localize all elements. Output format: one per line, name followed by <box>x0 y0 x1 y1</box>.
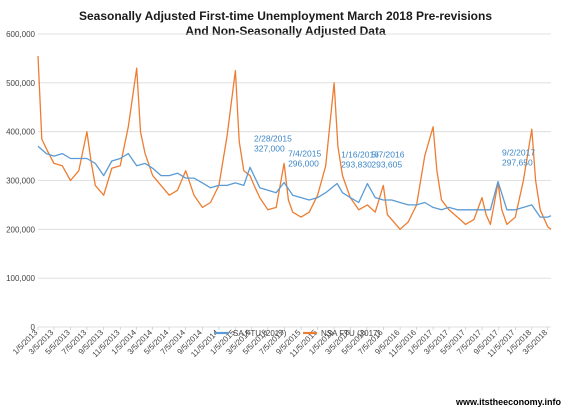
annotation-label: 1/16/2016 <box>341 150 379 160</box>
legend-label: SA FTU (2017) <box>233 329 287 338</box>
annotation-label: 9/2/2017 <box>502 148 535 158</box>
site-credit: www.itstheeconomy.info <box>455 397 562 407</box>
y-tick-label: 300,000 <box>6 177 35 186</box>
annotation-label: 327,000 <box>254 143 285 153</box>
annotation-label: 296,000 <box>288 158 319 168</box>
y-tick-label: 600,000 <box>6 30 35 39</box>
y-tick-label: 100,000 <box>6 274 35 283</box>
annotation-label: 293,605 <box>371 160 402 170</box>
y-tick-label: 200,000 <box>6 225 35 234</box>
y-tick-label: 500,000 <box>6 79 35 88</box>
chart-title-line-2: And Non-Seasonally Adjusted Data <box>185 24 386 38</box>
gridlines <box>38 33 551 328</box>
legend-label: NSA FTU (2017) <box>321 329 380 338</box>
annotation-label: 7/4/2015 <box>288 148 321 158</box>
chart-title: Seasonally Adjusted First-time Unemploym… <box>79 9 492 38</box>
series-lines <box>37 55 552 230</box>
annotation-label: 297,650 <box>502 158 533 168</box>
series-line-0 <box>37 145 552 218</box>
y-tick-label: 0 <box>31 323 36 332</box>
series-line-1 <box>37 55 552 230</box>
y-axis: 0 100,000 200,000 300,000 400,000 500,000 600,… <box>6 30 35 332</box>
annotation-label: 5/7/2016 <box>371 150 404 160</box>
chart-title-line-1: Seasonally Adjusted First-time Unemploym… <box>79 9 492 23</box>
annotation-label: 2/28/2015 <box>254 133 292 143</box>
y-tick-label: 400,000 <box>6 128 35 137</box>
legend: SA FTU (2017) NSA FTU (2017) <box>215 329 380 338</box>
annotation-label: 293,830 <box>341 160 372 170</box>
